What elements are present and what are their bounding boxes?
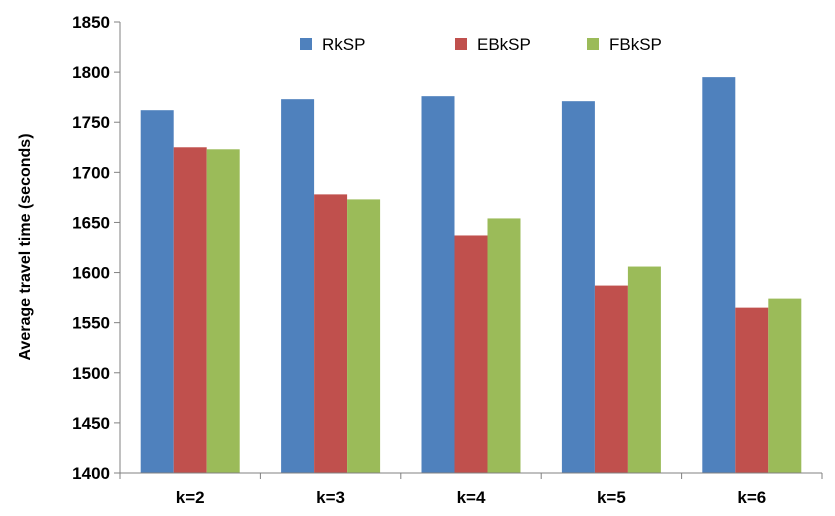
x-category-label: k=3: [316, 488, 345, 507]
legend-label-rksp: RkSP: [322, 35, 365, 54]
y-tick-label: 1550: [72, 314, 110, 333]
y-tick-label: 1750: [72, 113, 110, 132]
bar-fbksp-k2: [206, 149, 240, 473]
y-tick-label: 1700: [72, 163, 110, 182]
x-category-label: k=6: [737, 488, 766, 507]
bar-rksp-k3: [281, 99, 315, 473]
bar-fbksp-k6: [768, 298, 802, 473]
y-tick-label: 1600: [72, 264, 110, 283]
legend-label-fbksp: FBkSP: [609, 35, 662, 54]
bar-ebksp-k6: [735, 307, 769, 473]
y-tick-label: 1650: [72, 213, 110, 232]
y-tick-label: 1400: [72, 464, 110, 483]
legend-swatch-rksp: [300, 38, 312, 50]
bar-rksp-k5: [561, 101, 595, 474]
bar-ebksp-k2: [173, 147, 207, 473]
x-category-label: k=2: [176, 488, 205, 507]
bar-ebksp-k4: [454, 235, 488, 473]
y-axis-title-group: Average travel time (seconds): [17, 133, 34, 360]
bar-fbksp-k4: [487, 218, 521, 473]
bar-ebksp-k5: [594, 285, 628, 473]
bar-ebksp-k3: [314, 194, 348, 474]
y-tick-label: 1500: [72, 364, 110, 383]
legend-label-ebksp: EBkSP: [477, 35, 531, 54]
bar-fbksp-k5: [627, 266, 661, 473]
x-category-label: k=5: [597, 488, 626, 507]
y-axis-title: Average travel time (seconds): [17, 133, 34, 360]
x-category-label: k=4: [457, 488, 486, 507]
y-tick-label: 1450: [72, 414, 110, 433]
bar-fbksp-k3: [347, 199, 381, 474]
bar-rksp-k6: [702, 77, 736, 473]
y-tick-label: 1850: [72, 13, 110, 32]
bar-rksp-k2: [140, 110, 174, 473]
legend-swatch-ebksp: [455, 38, 467, 50]
bar-rksp-k4: [421, 96, 455, 474]
legend-swatch-fbksp: [587, 38, 599, 50]
y-tick-label: 1800: [72, 63, 110, 82]
